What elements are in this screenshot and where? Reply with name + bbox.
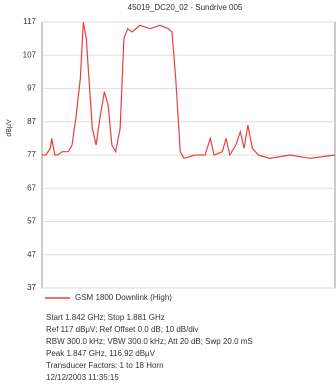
legend-label: GSM 1800 Downlink (High) (75, 293, 172, 302)
y-tick-label: 77 (27, 150, 36, 159)
y-tick-label: 57 (27, 217, 36, 226)
chart-title: 45019_DC20_02 - Sundrive 005 (128, 3, 243, 12)
y-tick-label: 97 (27, 84, 36, 93)
info-line: RBW 300.0 kHz; VBW 300.0 kHz; Att 20 dB;… (46, 337, 253, 346)
info-line: Peak 1.847 GHz, 116.92 dBμV (46, 349, 156, 358)
y-tick-label: 47 (27, 250, 36, 259)
line-series (42, 22, 336, 160)
info-line: 12/12/2003 11:35:15 (46, 373, 119, 382)
y-tick-label: 37 (27, 283, 36, 292)
y-tick-label: 117 (23, 17, 36, 26)
y-tick-label: 67 (27, 183, 36, 192)
y-tick-label: 87 (27, 117, 36, 126)
info-line: Start 1.842 GHz; Stop 1.881 GHz (46, 313, 165, 322)
info-line: Ref 117 dBμV; Ref Offset 0.0 dB; 10 dB/d… (46, 325, 199, 334)
y-tick-label: 107 (23, 50, 37, 59)
info-line: Transducer Factors: 1 to 18 Horn (46, 361, 164, 370)
y-axis-label: dBμV (6, 119, 13, 137)
